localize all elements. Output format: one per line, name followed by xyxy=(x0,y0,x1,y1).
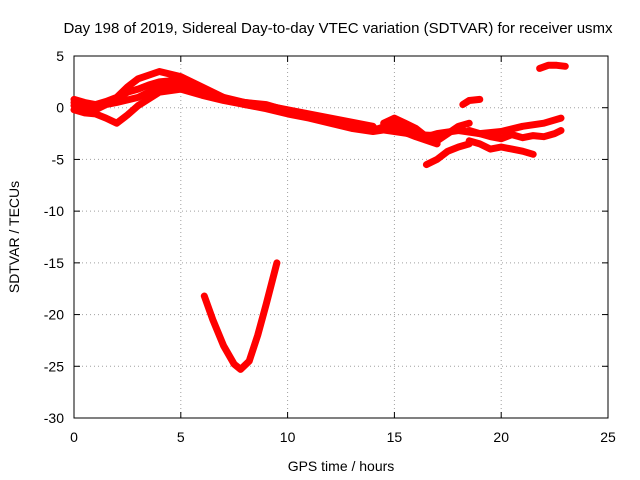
series-track-10 xyxy=(465,127,565,143)
series-track-7 xyxy=(422,140,473,169)
x-tick-label: 20 xyxy=(493,429,509,445)
axis-ticks: 0 5 10 15 20 25 5 0 -5 -10 -15 -20 -25 -30 xyxy=(44,48,616,445)
y-tick-label: -10 xyxy=(44,203,64,219)
series-track-12 xyxy=(536,61,569,72)
y-tick-label: -25 xyxy=(44,358,64,374)
grid xyxy=(74,56,608,418)
data-series xyxy=(70,61,569,373)
x-tick-label: 10 xyxy=(280,429,296,445)
x-axis-label: GPS time / hours xyxy=(288,458,395,474)
y-tick-label: -15 xyxy=(44,255,64,271)
series-track-9 xyxy=(465,137,537,158)
series-track-5 xyxy=(200,259,281,373)
y-tick-label: -30 xyxy=(44,410,64,426)
x-tick-label: 25 xyxy=(600,429,616,445)
plot-frame xyxy=(73,55,609,419)
x-tick-label: 0 xyxy=(70,429,78,445)
y-tick-label: 5 xyxy=(56,48,64,64)
series-track-4 xyxy=(70,83,377,130)
x-tick-label: 5 xyxy=(177,429,185,445)
x-tick-label: 15 xyxy=(387,429,403,445)
chart-title: Day 198 of 2019, Sidereal Day-to-day VTE… xyxy=(63,20,613,37)
y-tick-label: -20 xyxy=(44,307,64,323)
y-axis-label: SDTVAR / TECUs xyxy=(6,181,22,293)
y-tick-label: -5 xyxy=(52,151,65,167)
series-track-8 xyxy=(433,119,473,145)
series-track-11 xyxy=(459,95,484,109)
y-tick-label: 0 xyxy=(56,100,64,116)
